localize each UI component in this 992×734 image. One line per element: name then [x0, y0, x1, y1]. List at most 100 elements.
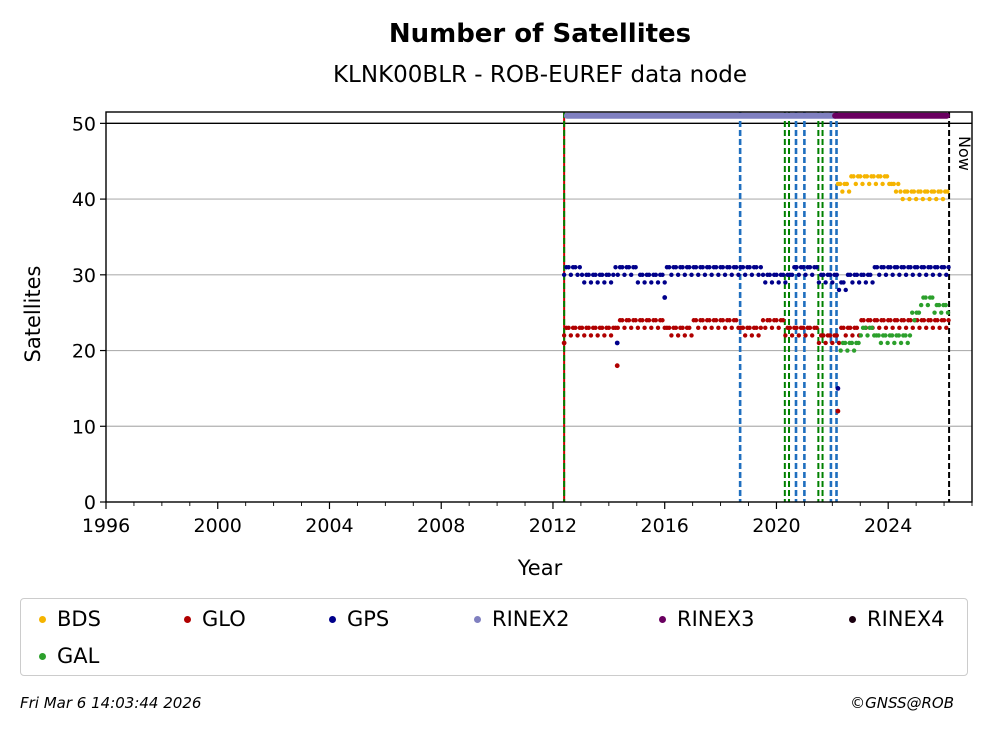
series-gal-point	[883, 333, 888, 338]
series-bds-point	[900, 196, 905, 202]
series-glo-point	[707, 318, 712, 323]
series-gps-point	[649, 280, 654, 285]
series-gps-point	[682, 272, 688, 278]
series-gps-point	[736, 272, 741, 278]
series-bds-point	[878, 174, 883, 179]
series-gps-point	[740, 265, 746, 270]
series-glo-point	[903, 325, 909, 331]
legend-label-rinex2: RINEX2	[492, 607, 570, 631]
series-gal-point	[916, 310, 922, 315]
series-gal-point	[898, 340, 904, 346]
series-glo-point	[803, 333, 808, 338]
series-glo-point	[935, 318, 940, 323]
series-glo-point	[702, 325, 708, 331]
series-bds-point	[925, 189, 930, 194]
series-glo-point	[814, 325, 819, 331]
series-gps-point	[883, 272, 889, 278]
series-gps-point	[582, 280, 587, 285]
series-glo-outlier	[614, 363, 620, 369]
series-glo-point	[874, 318, 880, 323]
series-glo-point	[816, 340, 822, 346]
series-glo-point	[888, 318, 893, 323]
series-gps-point	[747, 265, 752, 270]
series-gps-point	[642, 280, 647, 285]
series-gps-point	[915, 265, 920, 270]
series-bds-point	[938, 189, 943, 194]
series-glo-point	[917, 325, 922, 331]
series-glo-point	[843, 333, 848, 338]
series-gps-point	[881, 265, 886, 270]
series-glo-point	[649, 325, 654, 331]
series-glo-point	[606, 325, 612, 331]
series-gps-point	[640, 272, 645, 278]
series-glo-point	[608, 333, 614, 338]
series-glo-point	[850, 333, 855, 338]
series-glo-point	[709, 325, 714, 331]
legend-marker-gps	[329, 616, 336, 623]
series-glo-point	[928, 318, 933, 323]
series-gal-point	[903, 333, 908, 338]
series-gps-point	[749, 272, 755, 278]
series-gal-point	[856, 340, 861, 346]
series-gps-point	[577, 265, 582, 270]
legend-marker-glo	[184, 616, 191, 623]
series-glo-point	[640, 318, 645, 323]
series-gal-point	[863, 325, 868, 331]
series-glo-point	[628, 325, 634, 331]
series-gps-point	[923, 272, 929, 278]
series-glo-point	[834, 333, 839, 338]
series-gps-point	[830, 280, 835, 285]
series-gps-point	[908, 265, 913, 270]
series-gps-point	[814, 265, 819, 270]
gridlines	[106, 122, 972, 427]
series-gps-point	[903, 272, 909, 278]
series-gps-point	[646, 272, 652, 278]
series-gal-point	[885, 340, 890, 346]
series-gps-point	[662, 280, 667, 285]
series-glo-point	[890, 325, 895, 331]
series-glo-point	[689, 333, 694, 338]
series-gps-point	[742, 272, 748, 278]
footer-timestamp: Fri Mar 6 14:03:44 2026	[20, 694, 202, 712]
series-bds-point	[880, 181, 885, 187]
series-gps-point	[767, 272, 772, 278]
series-gps-point	[687, 265, 692, 270]
series-glo-point	[599, 325, 605, 331]
series-gps-outlier	[662, 295, 668, 300]
series-glo-point	[740, 325, 746, 331]
series-gps-point	[823, 280, 828, 285]
series-gps-point	[635, 280, 641, 285]
series-glo-point	[821, 333, 826, 338]
series-glo-point	[720, 318, 726, 323]
series-bds-point	[945, 189, 950, 194]
series-gal-point	[912, 318, 917, 323]
series-gps-point	[821, 272, 826, 278]
series-gal-point	[939, 310, 944, 315]
series-gps-point	[720, 265, 726, 270]
series-glo-point	[586, 325, 591, 331]
series-gps-point	[897, 272, 902, 278]
chart-title: Number of Satellites	[389, 19, 691, 49]
series-glo-point	[756, 333, 761, 338]
x-tick-label: 2024	[864, 515, 912, 537]
series-glo-point	[937, 325, 942, 331]
series-bds-point	[858, 174, 863, 179]
plot-frame	[105, 111, 973, 503]
series-gps-point	[877, 272, 882, 278]
series-gps-point	[613, 265, 618, 270]
series-glo-point	[807, 325, 813, 331]
series-bds-point	[853, 181, 858, 187]
series-glo-point	[830, 340, 835, 346]
series-gps-point	[707, 265, 712, 270]
series-gps-point	[666, 265, 672, 270]
series-glo-point	[787, 325, 793, 331]
series-gps-point	[944, 272, 949, 278]
x-tick-label: 2004	[305, 515, 353, 537]
series-gal-point	[892, 340, 897, 346]
series-bds-point	[846, 189, 852, 194]
series-gps-point	[776, 280, 781, 285]
series-gps-point	[655, 280, 661, 285]
series-gal-point	[869, 325, 875, 331]
series-glo-point	[666, 325, 672, 331]
series-glo-point	[894, 318, 900, 323]
